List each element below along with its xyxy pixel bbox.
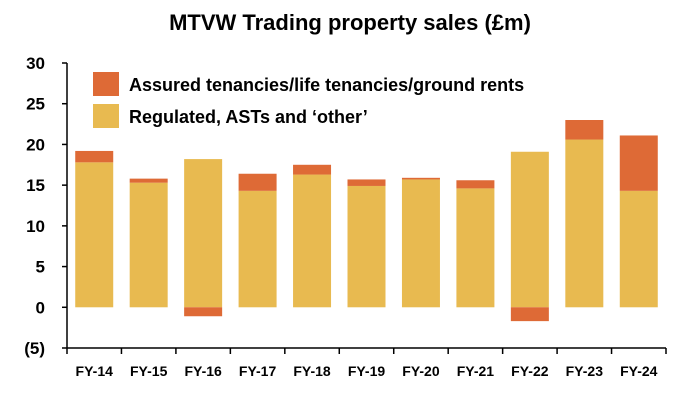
y-tick-label: 0 bbox=[36, 298, 45, 317]
legend-swatch bbox=[93, 104, 119, 128]
x-tick-label: FY-16 bbox=[184, 363, 222, 379]
y-tick-label: 30 bbox=[26, 54, 45, 73]
bar-assured bbox=[456, 180, 495, 189]
legend-swatch bbox=[93, 72, 119, 96]
y-tick-label: 10 bbox=[26, 217, 45, 236]
bar-assured bbox=[75, 150, 114, 163]
bar-assured bbox=[619, 135, 658, 191]
x-tick-label: FY-15 bbox=[130, 363, 168, 379]
x-tick-label: FY-14 bbox=[76, 363, 114, 379]
bar-regulated bbox=[293, 174, 332, 308]
x-tick-label: FY-23 bbox=[566, 363, 604, 379]
bar-regulated bbox=[510, 151, 549, 308]
bar-assured bbox=[347, 179, 386, 186]
bar-assured bbox=[401, 177, 440, 180]
bar-assured bbox=[184, 307, 223, 317]
bar-regulated bbox=[619, 190, 658, 308]
x-tick-label: FY-18 bbox=[293, 363, 331, 379]
y-tick-label: 20 bbox=[26, 135, 45, 154]
y-tick-label: (5) bbox=[24, 339, 45, 358]
x-tick-label: FY-24 bbox=[620, 363, 658, 379]
bar-regulated bbox=[401, 179, 440, 308]
y-tick-label: 25 bbox=[26, 95, 45, 114]
bar-assured bbox=[238, 173, 277, 191]
legend-label: Regulated, ASTs and ‘other’ bbox=[129, 107, 368, 127]
x-tick-label: FY-22 bbox=[511, 363, 549, 379]
y-tick-label: 15 bbox=[26, 176, 45, 195]
bar-assured bbox=[510, 307, 549, 322]
chart-title: MTVW Trading property sales (£m) bbox=[169, 10, 531, 35]
x-tick-label: FY-19 bbox=[348, 363, 386, 379]
bar-regulated bbox=[238, 190, 277, 308]
bar-regulated bbox=[456, 188, 495, 308]
bar-assured bbox=[293, 164, 332, 175]
x-tick-label: FY-17 bbox=[239, 363, 277, 379]
bar-regulated bbox=[129, 182, 168, 308]
x-tick-label: FY-20 bbox=[402, 363, 440, 379]
x-tick-label: FY-21 bbox=[457, 363, 495, 379]
bar-assured bbox=[565, 120, 604, 140]
bar-regulated bbox=[184, 159, 223, 308]
bar-assured bbox=[129, 178, 168, 183]
bar-regulated bbox=[75, 162, 114, 308]
legend-label: Assured tenancies/life tenancies/ground … bbox=[129, 75, 524, 95]
y-tick-label: 5 bbox=[36, 258, 45, 277]
bar-regulated bbox=[565, 139, 604, 308]
bar-regulated bbox=[347, 185, 386, 308]
